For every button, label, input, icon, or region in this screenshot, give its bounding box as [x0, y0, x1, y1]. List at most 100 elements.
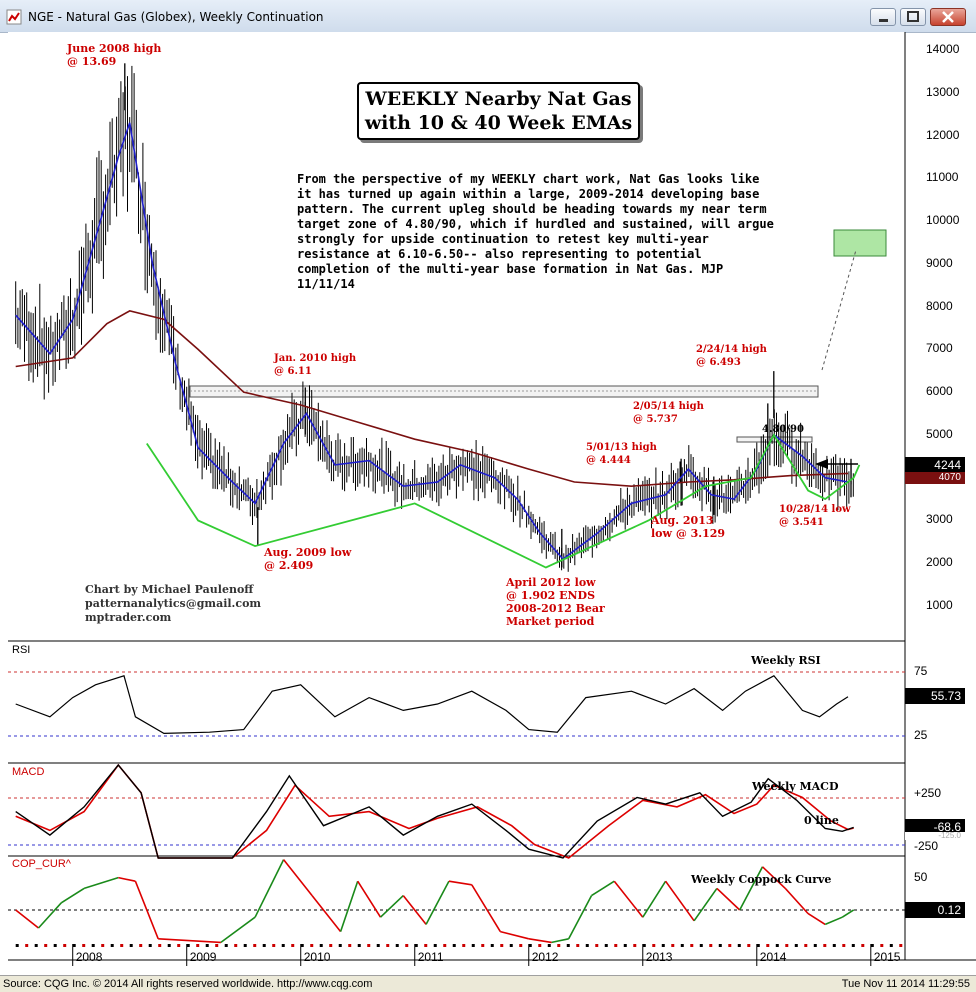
coppock-tick-50: 50: [914, 870, 928, 884]
month-tick: [319, 944, 323, 947]
coppock-value-box: 0.12: [905, 902, 965, 918]
month-tick: [576, 944, 580, 947]
maximize-button[interactable]: [900, 8, 926, 26]
price-tick-label: 13000: [926, 84, 960, 99]
price-tick-label: 1000: [926, 598, 953, 612]
month-tick: [310, 944, 314, 947]
coppock-label: Weekly Coppock Curve: [691, 873, 832, 886]
coppock-segment: [642, 880, 667, 918]
month-tick: [889, 944, 893, 947]
month-tick: [25, 944, 29, 947]
month-tick: [215, 944, 219, 947]
month-tick: [528, 944, 532, 947]
ema40-line: [15, 310, 849, 488]
coppock-segment: [824, 916, 843, 926]
month-tick: [376, 944, 380, 947]
minimize-button[interactable]: [870, 8, 896, 26]
month-tick: [718, 944, 722, 947]
coppock-segment: [15, 909, 39, 929]
coppock-segment: [761, 866, 786, 889]
month-tick: [690, 944, 694, 947]
price-tick-label: 7000: [926, 341, 953, 356]
rsi-label: Weekly RSI: [751, 654, 821, 667]
month-tick: [671, 944, 675, 947]
annotation-april-2012-low: April 2012 low @ 1.902 ENDS 2008-2012 Be…: [506, 576, 605, 628]
coppock-segment: [220, 916, 256, 944]
month-tick: [405, 944, 409, 947]
month-tick: [709, 944, 713, 947]
coppock-segment: [613, 880, 644, 918]
price-tick-label: 8000: [926, 298, 953, 313]
month-tick: [110, 944, 114, 947]
month-tick: [756, 944, 760, 947]
month-tick: [186, 944, 190, 947]
month-tick: [167, 944, 171, 947]
month-tick: [538, 944, 542, 947]
month-tick: [139, 944, 143, 947]
month-tick: [262, 944, 266, 947]
rsi-tick-75: 75: [914, 664, 928, 678]
month-tick: [82, 944, 86, 947]
month-tick: [509, 944, 513, 947]
month-tick: [291, 944, 295, 947]
macd-tick-pos250: +250: [914, 786, 942, 800]
coppock-segment: [134, 880, 159, 940]
coppock-segment: [339, 880, 359, 932]
month-tick: [281, 944, 285, 947]
year-label: 2012: [531, 950, 559, 964]
copyright-text: Source: CQG Inc. © 2014 All rights reser…: [3, 978, 373, 990]
coppock-segment: [567, 895, 593, 940]
month-tick: [452, 944, 456, 947]
coppock-segment: [551, 938, 569, 944]
title-bar[interactable]: NGE - Natural Gas (Globex), Weekly Conti…: [0, 0, 976, 33]
chart-title-box: WEEKLY Nearby Nat Gas with 10 & 40 Week …: [357, 82, 640, 140]
coppock-segment: [37, 902, 62, 929]
coppock-segment: [591, 880, 615, 897]
month-tick: [642, 944, 646, 947]
commentary-text: From the perspective of my WEEKLY chart …: [297, 172, 774, 291]
coppock-segment: [425, 880, 450, 925]
coppock-segment: [83, 876, 119, 890]
month-tick: [500, 944, 504, 947]
year-label: 2011: [417, 950, 444, 964]
price-tick-label: 3000: [926, 512, 953, 527]
month-tick: [395, 944, 399, 947]
coppock-segment: [402, 895, 427, 925]
year-label: 2008: [75, 950, 103, 964]
month-tick: [63, 944, 67, 947]
rsi-tick-25: 25: [914, 728, 928, 742]
month-tick: [91, 944, 95, 947]
month-tick: [519, 944, 523, 947]
coppock-segment: [357, 880, 382, 918]
annotation-may-2013-high: 5/01/13 high @ 4.444: [586, 442, 657, 466]
price-tick-label: 9000: [926, 255, 953, 270]
close-button[interactable]: [930, 8, 966, 26]
price-tick-label: 14000: [926, 42, 960, 56]
month-tick: [832, 944, 836, 947]
maximize-icon: [907, 11, 919, 22]
year-label: 2013: [645, 950, 673, 964]
target-zone-far: [833, 229, 887, 257]
month-tick: [329, 944, 333, 947]
coppock-segment: [311, 895, 342, 933]
rsi-pane-title: RSI: [12, 644, 31, 656]
month-tick: [234, 944, 238, 947]
month-tick: [557, 944, 561, 947]
macd-pane-title: MACD: [12, 766, 45, 778]
coppock-segment: [448, 880, 472, 886]
month-tick: [652, 944, 656, 947]
coppock-segment: [807, 912, 826, 926]
annotation-aug-2013-low: Aug. 2013 low @ 3.129: [651, 514, 726, 540]
coppock-segment: [60, 887, 85, 904]
current-price-arrow-icon: [815, 459, 828, 469]
month-tick: [243, 944, 247, 947]
timestamp: Tue Nov 11 2014 11:29:55: [841, 978, 970, 990]
annotation-oct-2014-low: 10/28/14 low @ 3.541: [779, 504, 851, 528]
coppock-segment: [282, 859, 313, 897]
month-tick: [823, 944, 827, 947]
ema-value-box: 4070: [905, 472, 965, 484]
month-tick: [357, 944, 361, 947]
month-tick: [813, 944, 817, 947]
month-tick: [471, 944, 475, 947]
annotation-feb24-2014-high: 2/24/14 high @ 6.493: [696, 344, 767, 368]
